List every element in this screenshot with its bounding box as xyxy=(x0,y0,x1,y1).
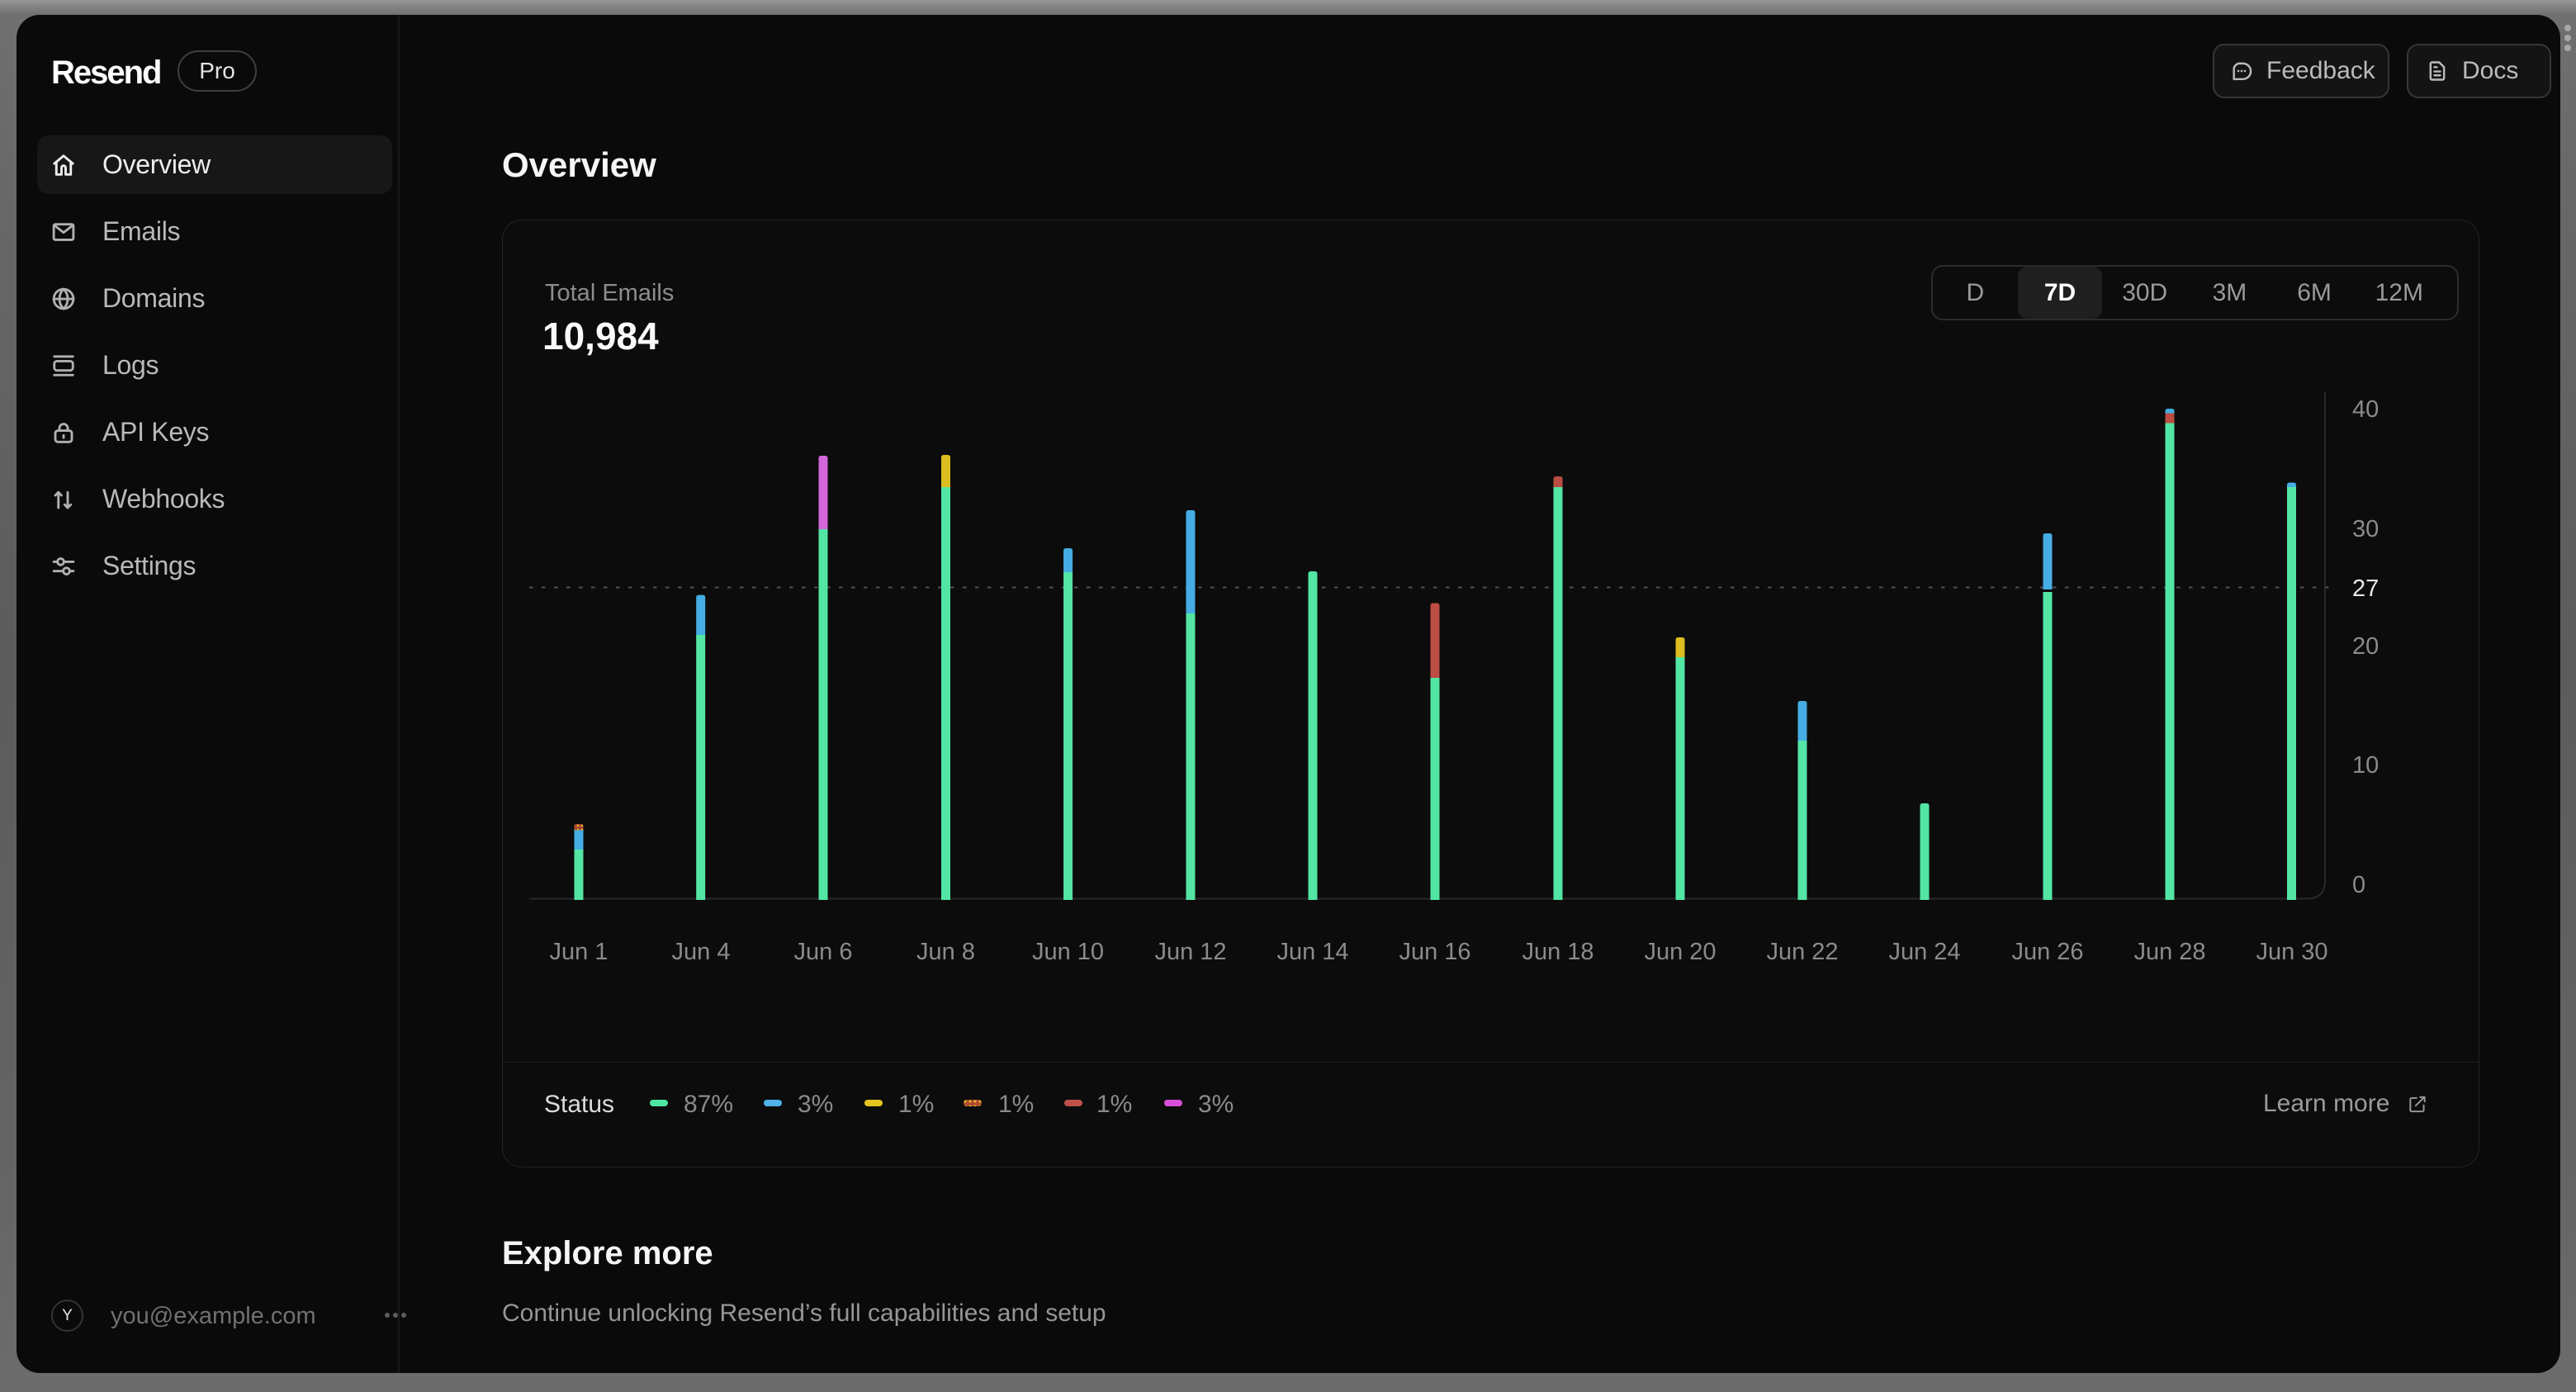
svg-text:Jun 4: Jun 4 xyxy=(672,939,731,965)
svg-text:30: 30 xyxy=(2352,516,2379,542)
svg-text:Jun 10: Jun 10 xyxy=(1032,939,1104,965)
svg-text:Jun 16: Jun 16 xyxy=(1399,939,1470,965)
svg-text:10: 10 xyxy=(2352,752,2379,779)
svg-text:0: 0 xyxy=(2352,872,2365,898)
svg-text:Jun 20: Jun 20 xyxy=(1644,939,1716,965)
svg-text:Jun 8: Jun 8 xyxy=(916,939,975,965)
svg-text:20: 20 xyxy=(2352,633,2379,660)
svg-text:Jun 30: Jun 30 xyxy=(2256,939,2327,965)
svg-text:40: 40 xyxy=(2352,396,2379,423)
svg-text:Jun 28: Jun 28 xyxy=(2133,939,2205,965)
svg-text:Jun 1: Jun 1 xyxy=(550,939,608,965)
svg-text:Jun 24: Jun 24 xyxy=(1888,939,1960,965)
svg-text:27: 27 xyxy=(2352,575,2379,602)
svg-text:Jun 26: Jun 26 xyxy=(2011,939,2083,965)
svg-text:Jun 18: Jun 18 xyxy=(1522,939,1593,965)
svg-text:Jun 14: Jun 14 xyxy=(1276,939,1348,965)
svg-text:Jun 12: Jun 12 xyxy=(1154,939,1226,965)
svg-text:Jun 22: Jun 22 xyxy=(1766,939,1838,965)
svg-text:Jun 6: Jun 6 xyxy=(794,939,853,965)
